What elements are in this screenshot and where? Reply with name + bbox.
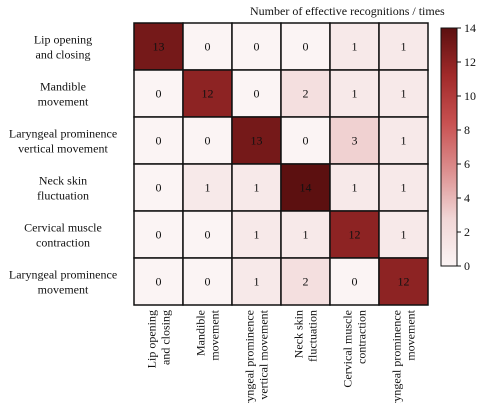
heatmap-cell: [280, 257, 331, 306]
heatmap-cell: [280, 116, 331, 165]
heatmap-cell: [329, 210, 380, 259]
colorbar-tick-label: 12: [464, 55, 476, 69]
cell-value-label: 1: [205, 181, 211, 195]
cell-value-label: 13: [153, 40, 165, 54]
cell-value-label: 12: [398, 275, 410, 289]
cell-value-label: 1: [401, 40, 407, 54]
colorbar-tick-label: 14: [464, 21, 476, 35]
column-tick-label: Cervical musclecontraction: [341, 310, 369, 388]
row-tick-label: Lip opening and closing: [34, 33, 92, 62]
cell-value-label: 1: [254, 275, 260, 289]
column-labels: Lip openingand closing Mandiblemovement La…: [145, 309, 418, 403]
column-tick-label: Mandiblemovement: [194, 309, 222, 360]
row-tick-label: Mandible movement: [38, 80, 89, 109]
colorbar-tick-label: 0: [464, 259, 470, 273]
colorbar-gradient: [440, 27, 458, 267]
heatmap-cell: [280, 69, 331, 118]
cell-value-label: 0: [205, 228, 211, 242]
cell-value-label: 0: [205, 275, 211, 289]
cell-value-label: 1: [254, 181, 260, 195]
cell-value-label: 13: [251, 134, 263, 148]
cell-value-label: 1: [401, 228, 407, 242]
column-tick-label: Neck skinfluctuation: [292, 310, 320, 362]
heatmap-cell: [378, 163, 429, 212]
colorbar-tick-label: 6: [464, 157, 470, 171]
cell-value-label: 1: [352, 40, 358, 54]
cell-value-label: 0: [156, 134, 162, 148]
cell-value-label: 2: [303, 275, 309, 289]
heatmap-cell: [378, 116, 429, 165]
cell-value-label: 2: [303, 87, 309, 101]
heatmap-cell: [182, 69, 233, 118]
heatmap-cell: [378, 210, 429, 259]
colorbar-title: Number of effective recognitions / times: [250, 4, 445, 18]
heatmap-cell: [329, 163, 380, 212]
cell-value-label: 0: [156, 228, 162, 242]
cell-value-label: 1: [401, 134, 407, 148]
cell-value-label: 0: [156, 181, 162, 195]
heatmap-cell: [378, 22, 429, 71]
cell-value-label: 14: [300, 181, 312, 195]
cell-value-label: 1: [401, 87, 407, 101]
colorbar-tick-label: 2: [464, 225, 470, 239]
heatmap-cells: 13 0 0 0 1 10 12 0 2 1 10 0 13 0 3 10 1 1 14 1 10 0 1 1 12 10 0 1 2 0…: [133, 22, 429, 306]
heatmap-cell: [329, 257, 380, 306]
colorbar: 0 2 4 6 8 10 12 14: [440, 21, 476, 273]
column-tick-label: Laryngeal prominencemovement: [390, 309, 418, 403]
cell-value-label: 0: [156, 87, 162, 101]
cell-value-label: 0: [156, 275, 162, 289]
cell-value-label: 1: [254, 228, 260, 242]
cell-value-label: 1: [352, 87, 358, 101]
cell-value-label: 0: [303, 40, 309, 54]
cell-value-label: 1: [401, 181, 407, 195]
cell-value-label: 3: [352, 134, 358, 148]
heatmap-cell: [378, 257, 429, 306]
heatmap-cell: [378, 69, 429, 118]
row-tick-label: Laryngeal prominence vertical movement: [9, 127, 117, 156]
heatmap-cell: [133, 22, 184, 71]
cell-value-label: 0: [205, 40, 211, 54]
colorbar-tick-label: 10: [464, 89, 476, 103]
cell-value-label: 1: [352, 181, 358, 195]
heatmap-cell: [133, 163, 184, 212]
cell-value-label: 0: [303, 134, 309, 148]
row-tick-label: Laryngeal prominence movement: [9, 268, 117, 297]
row-labels: Lip opening and closing Mandible movement La…: [9, 33, 117, 297]
heatmap-cell: [182, 22, 233, 71]
cell-value-label: 12: [349, 228, 361, 242]
row-tick-label: Neck skin fluctuation: [37, 174, 89, 203]
cell-value-label: 12: [202, 87, 214, 101]
column-tick-label: Laryngeal prominencevertical movement: [243, 309, 271, 403]
row-tick-label: Cervical muscle contraction: [24, 221, 102, 250]
cell-value-label: 0: [352, 275, 358, 289]
heatmap-cell: [133, 257, 184, 306]
heatmap-cell: [231, 163, 282, 212]
colorbar-tick-label: 8: [464, 123, 470, 137]
heatmap-cell: [182, 116, 233, 165]
cell-value-label: 0: [254, 40, 260, 54]
cell-value-label: 1: [303, 228, 309, 242]
colorbar-tick-label: 4: [464, 191, 470, 205]
cell-value-label: 0: [205, 134, 211, 148]
cell-value-label: 0: [254, 87, 260, 101]
column-tick-label: Lip openingand closing: [145, 310, 173, 368]
heatmap-cell: [182, 163, 233, 212]
heatmap-cell: [231, 210, 282, 259]
heatmap-cell: [280, 163, 331, 212]
heatmap-cell: [329, 116, 380, 165]
